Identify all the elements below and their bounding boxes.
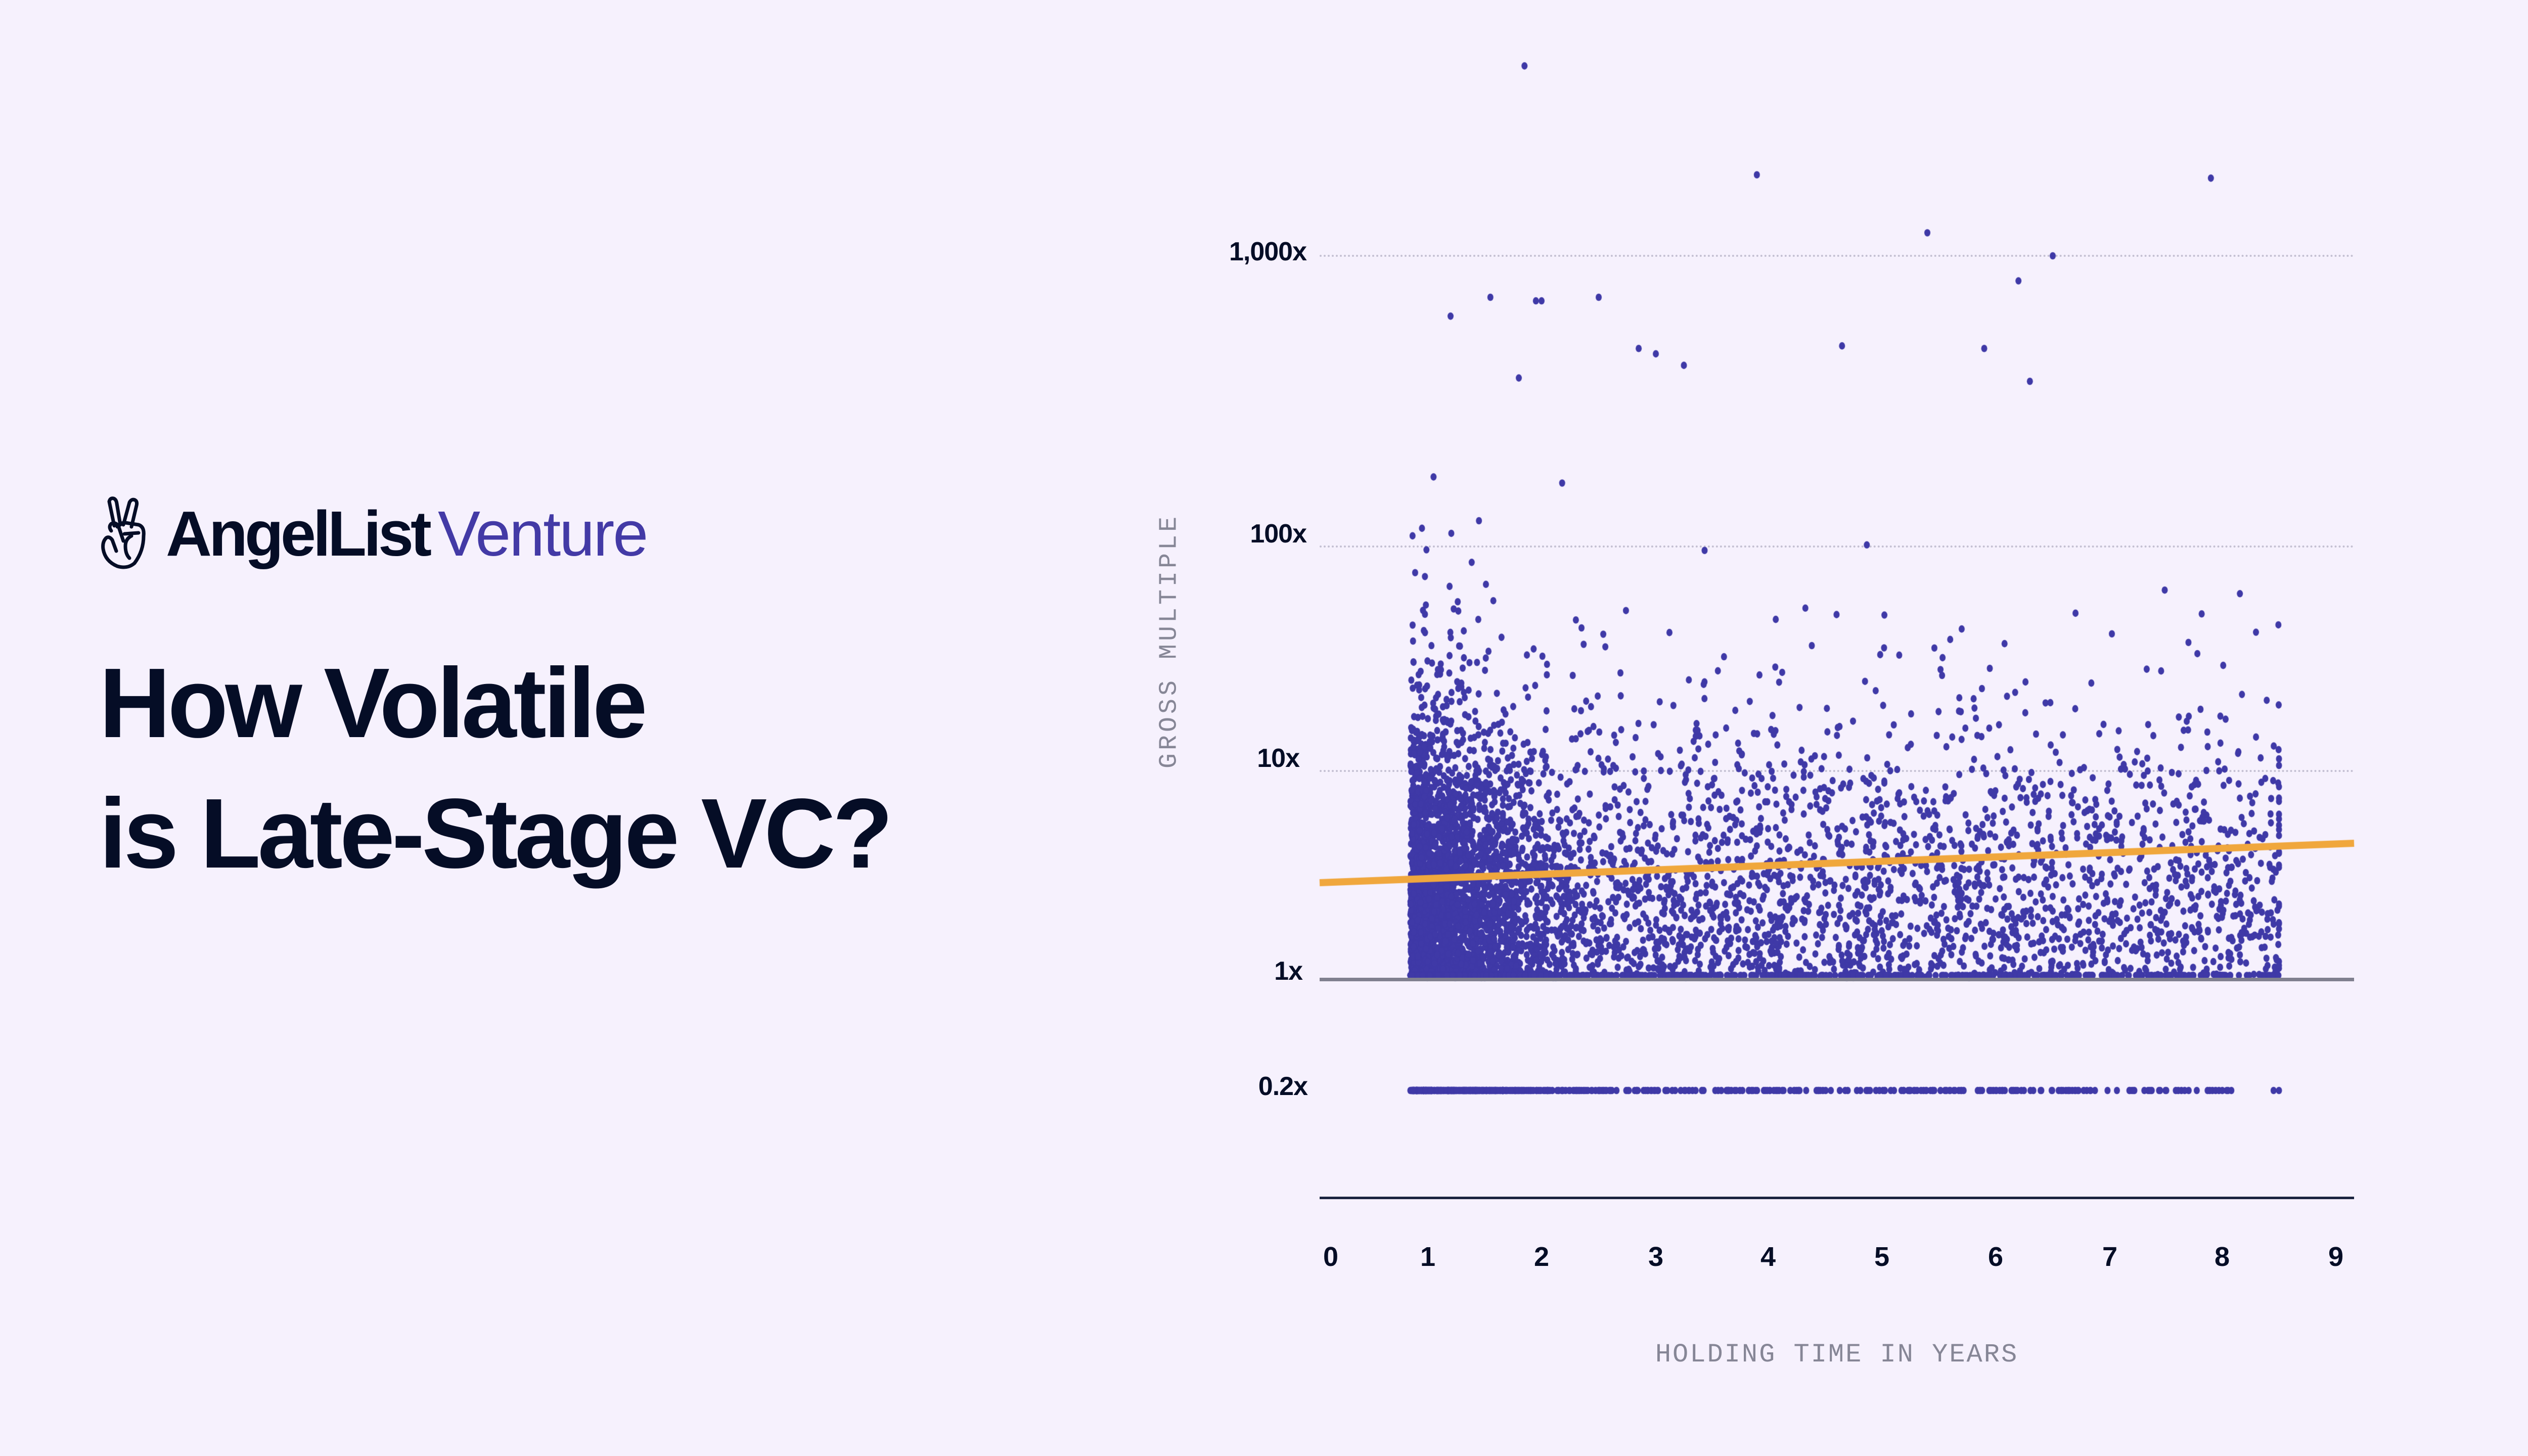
y-tick-1000x: 1,000x xyxy=(1229,237,1307,266)
x-tick-1: 1 xyxy=(1420,1242,1436,1272)
x-tick-3: 3 xyxy=(1648,1242,1664,1272)
x-tick-5: 5 xyxy=(1874,1242,1890,1272)
x-axis-label: HOLDING TIME IN YEARS xyxy=(1655,1340,2019,1370)
x-tick-7: 7 xyxy=(2102,1242,2118,1272)
x-tick-0: 0 xyxy=(1323,1242,1339,1272)
x-tick-2: 2 xyxy=(1533,1242,1550,1272)
y-tick-10x: 10x xyxy=(1257,744,1300,773)
y-tick-1x: 1x xyxy=(1274,957,1303,986)
baseline-1x xyxy=(1320,978,2354,981)
x-tick-6: 6 xyxy=(1988,1242,2004,1272)
y-tick-0.2x: 0.2x xyxy=(1258,1072,1308,1101)
x-tick-8: 8 xyxy=(2214,1242,2230,1272)
x-tick-9: 9 xyxy=(2328,1242,2344,1272)
y-tick-100x: 100x xyxy=(1250,519,1307,549)
y-axis-label: GROSS MULTIPLE xyxy=(1155,513,1184,769)
x-tick-4: 4 xyxy=(1760,1242,1776,1272)
x-axis-line xyxy=(1320,1197,2354,1199)
